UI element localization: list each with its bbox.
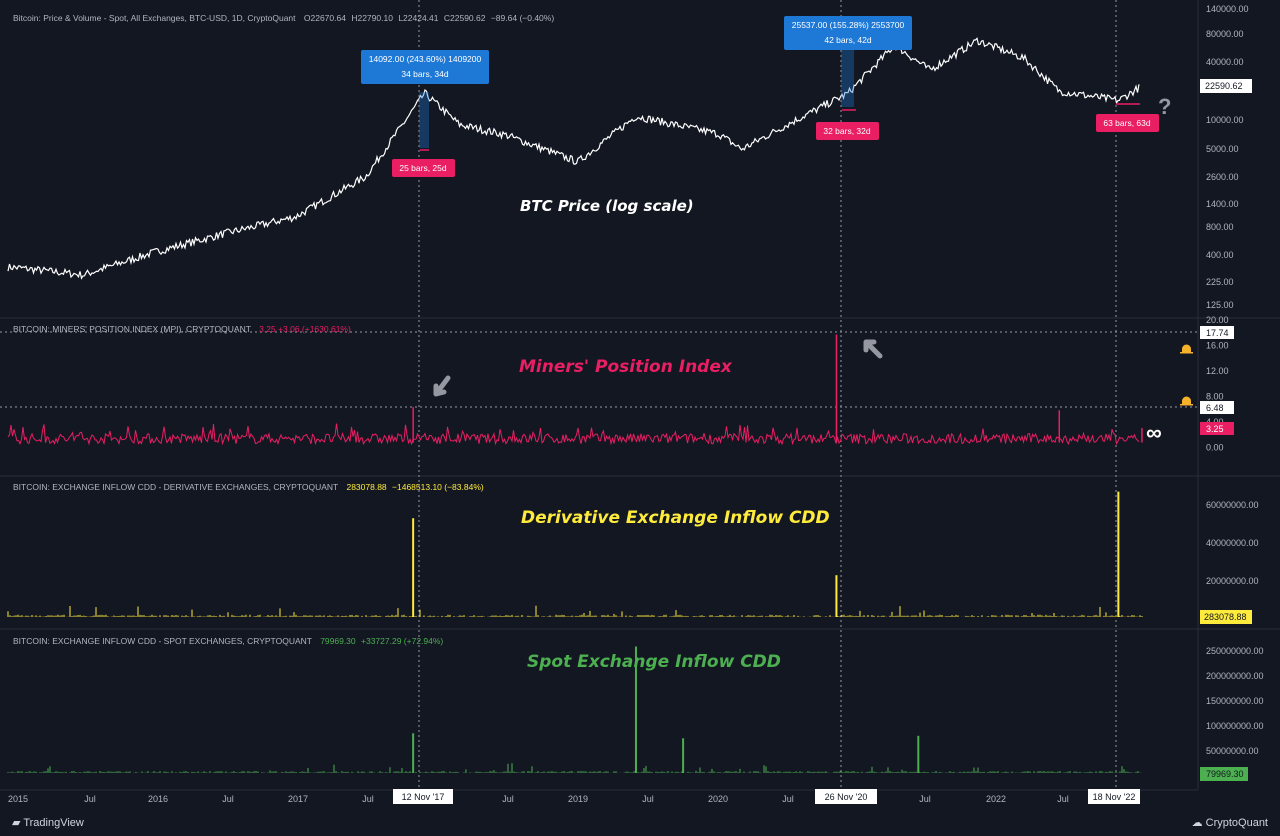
price-axis[interactable]: 140000.00 80000.00 40000.00 10000.00 5000.00… <box>1206 4 1264 756</box>
axis-tick-label: 0.00 <box>1206 443 1224 453</box>
range-box-2020[interactable] <box>816 122 879 140</box>
spot-series <box>7 646 1143 773</box>
axis-tick-label: 100000000.00 <box>1206 721 1264 731</box>
axis-tick-label: 140000.00 <box>1206 4 1249 14</box>
mpi-line <box>7 423 1140 446</box>
axis-tick-label: 800.00 <box>1206 222 1234 232</box>
spot-last-tag <box>1200 767 1248 781</box>
time-tick-label: 2017 <box>288 794 308 804</box>
time-tick-label: Jul <box>782 794 794 804</box>
axis-tick-label: 20.00 <box>1206 315 1229 325</box>
price-last-tag <box>1200 79 1252 93</box>
time-tick-label: Jul <box>642 794 654 804</box>
deriv-header: BITCOIN: EXCHANGE INFLOW CDD - DERIVATIV… <box>13 482 484 492</box>
time-tick-label: 2022 <box>986 794 1006 804</box>
time-tick-label: Jul <box>362 794 374 804</box>
spot-annotation: Spot Exchange Inflow CDD <box>527 652 781 672</box>
axis-tick-label: 12.00 <box>1206 366 1229 376</box>
time-tick-label: Jul <box>222 794 234 804</box>
axis-tick-label: 400.00 <box>1206 250 1234 260</box>
range-text: 32 bars, 32d <box>823 126 871 136</box>
price-last-value: 22590.62 <box>1205 81 1243 91</box>
time-tick-label: 2015 <box>8 794 28 804</box>
measure-area-2017 <box>419 92 429 148</box>
deriv-last-tag <box>1200 610 1252 624</box>
range-box-2022[interactable] <box>1096 114 1159 132</box>
arrow-icon <box>433 375 451 397</box>
axis-tick-label: 16.00 <box>1206 341 1229 351</box>
measure-text: 42 bars, 42d <box>824 35 872 45</box>
mpi-series <box>7 334 1143 446</box>
measure-text: 25537.00 (155.28%) 2553700 <box>792 20 905 30</box>
spot-last-value: 79969.30 <box>1206 769 1244 779</box>
mpi-header: BITCOIN: MINERS' POSITION INDEX (MPI), C… <box>13 324 351 334</box>
axis-tick-label: 125.00 <box>1206 300 1234 310</box>
alert-bell-icon[interactable] <box>1180 396 1193 406</box>
axis-tick-label: 1400.00 <box>1206 199 1239 209</box>
footer: ▰ TradingView ☁ CryptoQuant <box>0 810 1280 836</box>
alert-bell-icon[interactable] <box>1180 344 1193 354</box>
measure-box-2020[interactable] <box>784 16 912 50</box>
range-box-2017[interactable] <box>392 159 455 177</box>
spot-header: BITCOIN: EXCHANGE INFLOW CDD - SPOT EXCH… <box>13 636 443 646</box>
measure-box-2017[interactable] <box>361 50 489 84</box>
axis-tick-label: 250000000.00 <box>1206 646 1264 656</box>
axis-tick-label: 20000000.00 <box>1206 576 1259 586</box>
axis-tick-label: 80000.00 <box>1206 29 1244 39</box>
mpi-annotation: Miners' Position Index <box>519 357 733 377</box>
tradingview-logo[interactable]: ▰ TradingView <box>12 817 84 829</box>
price-header: Bitcoin: Price & Volume - Spot, All Exch… <box>13 13 554 23</box>
axis-tick-label: 10000.00 <box>1206 115 1244 125</box>
deriv-last-value: 283078.88 <box>1204 612 1247 622</box>
mpi-mark-value: 6.48 <box>1206 403 1224 413</box>
measure-text: 34 bars, 34d <box>401 69 449 79</box>
time-tick-label: 2020 <box>708 794 728 804</box>
time-tick-label: 2016 <box>148 794 168 804</box>
mpi-mark-value: 17.74 <box>1206 328 1229 338</box>
time-highlight-text: 18 Nov '22 <box>1093 792 1136 802</box>
time-highlight-text: 12 Nov '17 <box>402 792 445 802</box>
range-text: 25 bars, 25d <box>399 163 447 173</box>
question-mark: ? <box>1158 94 1171 119</box>
time-tick-label: 2019 <box>568 794 588 804</box>
time-tick-label: Jul <box>919 794 931 804</box>
price-series <box>7 37 1140 280</box>
time-tick-label: Jul <box>1057 794 1069 804</box>
price-annotation: BTC Price (log scale) <box>520 197 694 215</box>
time-highlight <box>815 789 877 804</box>
mpi-mark-tag <box>1200 401 1234 414</box>
price-line <box>7 37 1140 280</box>
time-tick-label: Jul <box>502 794 514 804</box>
time-highlight <box>1088 789 1140 804</box>
infinity-icon: ∞ <box>1146 420 1162 445</box>
axis-tick-label: 2600.00 <box>1206 172 1239 182</box>
axis-tick-label: 60000000.00 <box>1206 500 1259 510</box>
axis-tick-label: 225.00 <box>1206 277 1234 287</box>
axis-tick-label: 8.00 <box>1206 392 1224 402</box>
axis-tick-label: 200000000.00 <box>1206 671 1264 681</box>
time-tick-label: Jul <box>84 794 96 804</box>
axis-tick-label: 40000.00 <box>1206 57 1244 67</box>
mpi-last-tag <box>1200 422 1234 435</box>
cryptoquant-logo[interactable]: ☁ CryptoQuant <box>1191 817 1268 829</box>
deriv-series <box>7 491 1143 617</box>
axis-tick-label: 50000000.00 <box>1206 746 1259 756</box>
mpi-last-value: 3.25 <box>1206 424 1224 434</box>
axis-tick-label: 150000000.00 <box>1206 696 1264 706</box>
arrow-icon <box>863 339 883 359</box>
range-text: 63 bars, 63d <box>1103 118 1151 128</box>
time-axis[interactable]: 2015 Jul 2016 Jul 2017 Jul Jul 2019 Jul 2020 Jul 20… <box>8 794 1134 804</box>
measure-area-2020 <box>841 45 854 107</box>
time-highlight <box>393 789 453 804</box>
measure-text: 14092.00 (243.60%) 1409200 <box>369 54 482 64</box>
axis-tick-label: 40000000.00 <box>1206 538 1259 548</box>
time-highlight-text: 26 Nov '20 <box>825 792 868 802</box>
mpi-mark-tag <box>1200 326 1234 339</box>
axis-tick-label: 5000.00 <box>1206 144 1239 154</box>
deriv-annotation: Derivative Exchange Inflow CDD <box>521 508 830 528</box>
